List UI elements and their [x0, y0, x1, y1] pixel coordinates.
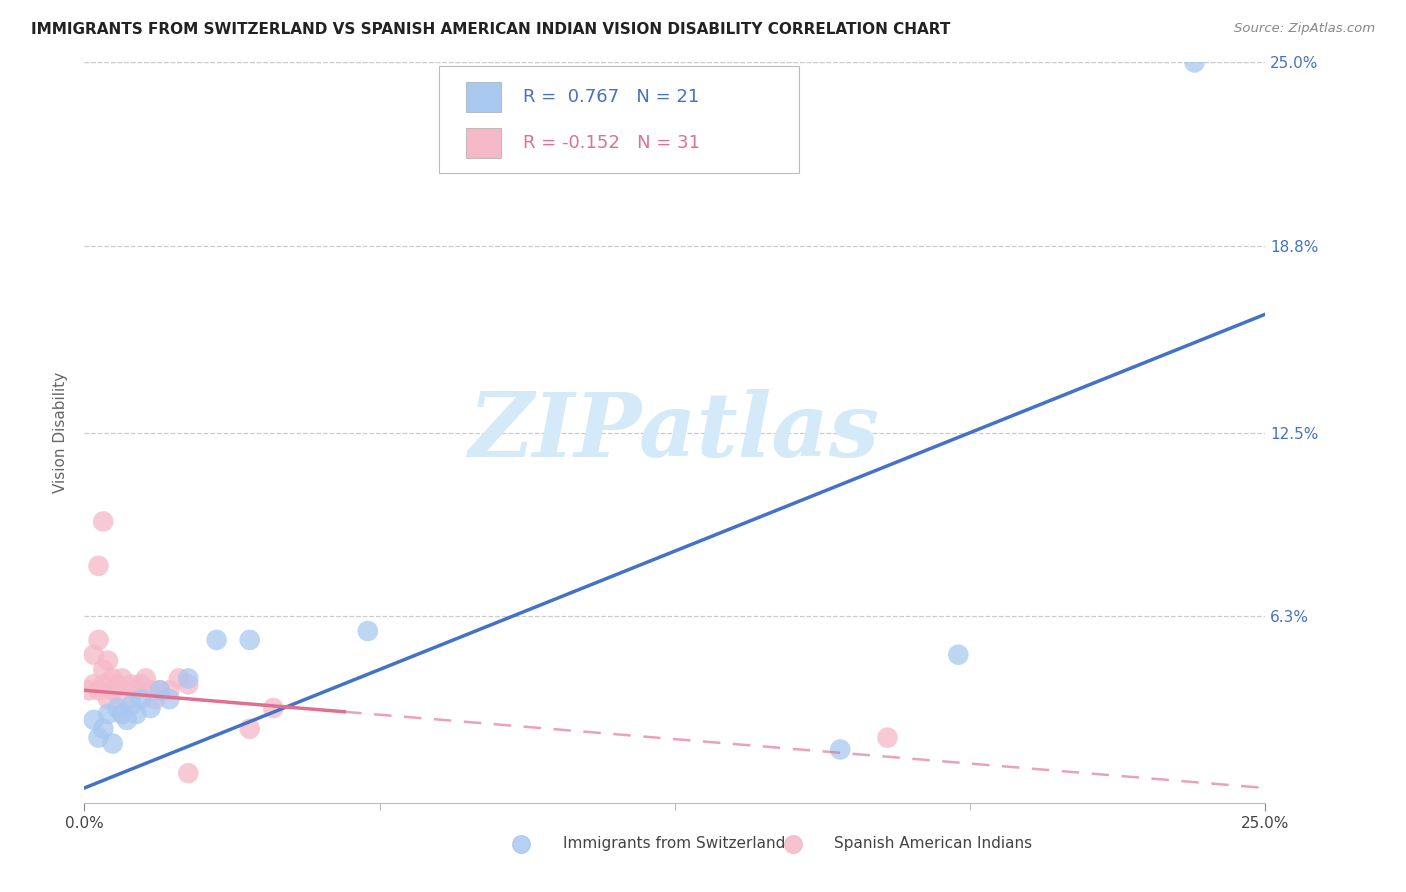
- Point: [149, 683, 172, 698]
- Point: [97, 654, 120, 668]
- Bar: [465, 82, 502, 112]
- Point: [91, 722, 114, 736]
- Point: [115, 692, 138, 706]
- Point: [101, 672, 124, 686]
- Point: [77, 683, 100, 698]
- Point: [948, 648, 970, 662]
- Text: ZIPatlas: ZIPatlas: [470, 390, 880, 475]
- Point: [876, 731, 898, 745]
- Point: [87, 558, 110, 573]
- Text: Source: ZipAtlas.com: Source: ZipAtlas.com: [1234, 22, 1375, 36]
- Point: [107, 701, 129, 715]
- Point: [107, 677, 129, 691]
- Point: [143, 692, 166, 706]
- Text: R =  0.767   N = 21: R = 0.767 N = 21: [523, 88, 699, 106]
- Point: [135, 672, 157, 686]
- Point: [111, 706, 134, 721]
- Point: [129, 677, 152, 691]
- Point: [129, 692, 152, 706]
- Bar: [465, 128, 502, 158]
- Point: [139, 701, 162, 715]
- Text: R = -0.152   N = 31: R = -0.152 N = 31: [523, 134, 700, 152]
- Point: [205, 632, 228, 647]
- Point: [83, 677, 105, 691]
- Point: [101, 683, 124, 698]
- Text: Spanish American Indians: Spanish American Indians: [834, 836, 1032, 851]
- Y-axis label: Vision Disability: Vision Disability: [52, 372, 67, 493]
- Point: [157, 692, 180, 706]
- Point: [125, 683, 148, 698]
- Point: [87, 731, 110, 745]
- FancyBboxPatch shape: [439, 66, 799, 173]
- Point: [91, 663, 114, 677]
- Point: [239, 722, 262, 736]
- Point: [87, 683, 110, 698]
- Point: [149, 683, 172, 698]
- Point: [262, 701, 284, 715]
- Point: [91, 515, 114, 529]
- Point: [239, 632, 262, 647]
- Point: [177, 677, 200, 691]
- Point: [111, 706, 134, 721]
- Point: [157, 683, 180, 698]
- Point: [177, 766, 200, 780]
- Point: [830, 742, 852, 756]
- Point: [101, 737, 124, 751]
- Point: [111, 672, 134, 686]
- Point: [177, 672, 200, 686]
- Text: Immigrants from Switzerland: Immigrants from Switzerland: [562, 836, 785, 851]
- Point: [97, 706, 120, 721]
- Point: [121, 677, 143, 691]
- Point: [1184, 55, 1206, 70]
- Point: [121, 698, 143, 712]
- Point: [139, 683, 162, 698]
- Text: IMMIGRANTS FROM SWITZERLAND VS SPANISH AMERICAN INDIAN VISION DISABILITY CORRELA: IMMIGRANTS FROM SWITZERLAND VS SPANISH A…: [31, 22, 950, 37]
- Point: [91, 677, 114, 691]
- Point: [167, 672, 190, 686]
- Point: [87, 632, 110, 647]
- Point: [83, 648, 105, 662]
- Point: [83, 713, 105, 727]
- Point: [97, 692, 120, 706]
- Point: [115, 713, 138, 727]
- Point: [357, 624, 380, 638]
- Point: [125, 706, 148, 721]
